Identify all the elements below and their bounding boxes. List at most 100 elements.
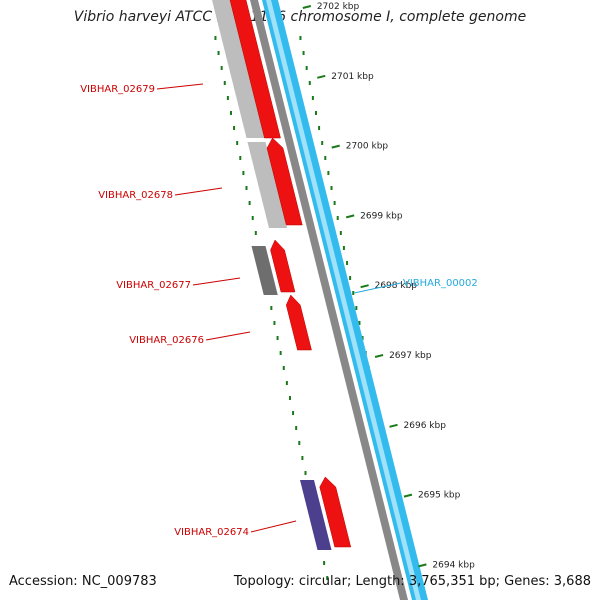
- ring-dot: [327, 171, 330, 175]
- tick-label: 2701 kbp: [331, 72, 374, 82]
- major-tick: [389, 423, 398, 428]
- gene-block-gray: [212, 0, 265, 138]
- label-leader-line: [156, 83, 204, 90]
- tick-label: 2702 kbp: [317, 2, 360, 12]
- major-tick: [418, 563, 427, 568]
- feature-bands: [212, 0, 428, 600]
- ring-dot: [326, 576, 329, 580]
- forward-gene-arrow: [270, 239, 296, 293]
- ring-dot: [279, 351, 282, 355]
- ring-dot: [349, 276, 352, 280]
- ring-dot: [358, 321, 361, 325]
- major-tick: [331, 144, 340, 149]
- ring-dot: [361, 336, 364, 340]
- ring-dot: [308, 81, 311, 85]
- reverse-strand-highlight: [266, 0, 421, 600]
- ring-dot: [217, 51, 220, 55]
- tick-label: 2698 kbp: [375, 281, 418, 291]
- ring-dot: [214, 36, 217, 40]
- ring-dot: [305, 66, 308, 70]
- tick-label: 2695 kbp: [418, 491, 461, 501]
- gene-label[interactable]: VIBHAR_02674: [174, 527, 249, 538]
- ring-dot: [342, 246, 345, 250]
- ring-dot: [285, 381, 288, 385]
- gene-block-darkgray: [251, 246, 278, 295]
- forward-gene-arrow: [319, 476, 352, 548]
- map-title: Vibrio harveyi ATCC BAA-1116 chromosome …: [73, 9, 527, 25]
- ring-dot: [323, 561, 326, 565]
- tick-label: 2694 kbp: [432, 560, 475, 570]
- gene-block-gray: [247, 142, 287, 228]
- ring-dot: [273, 321, 276, 325]
- ring-dot: [339, 231, 342, 235]
- major-tick: [374, 354, 384, 358]
- ring-dot: [233, 126, 236, 130]
- ring-dot: [318, 126, 321, 130]
- gene-label[interactable]: VIBHAR_00002: [403, 278, 478, 289]
- genes-value: 3,688: [553, 574, 591, 589]
- ring-dot: [245, 186, 248, 190]
- genes-label: Genes:: [504, 574, 550, 589]
- ring-dot: [242, 171, 245, 175]
- major-tick: [302, 5, 312, 9]
- gene-labels: VIBHAR_02679 VIBHAR_02678 VIBHAR_02677 VIBH…: [80, 83, 478, 538]
- ring-dot: [346, 261, 349, 265]
- ring-dot: [324, 156, 327, 160]
- ring-dot: [314, 111, 317, 115]
- genome-stats: Topology: circular; Length: 3,765,351 bp…: [233, 574, 591, 589]
- major-tick: [360, 284, 369, 289]
- forward-gene-arrow: [285, 294, 312, 351]
- label-leader-line: [250, 520, 297, 533]
- ring-dot: [299, 36, 302, 40]
- ring-dot: [301, 456, 304, 460]
- ring-dot: [248, 201, 251, 205]
- ring-dot: [220, 66, 223, 70]
- backbone-band: [250, 0, 408, 600]
- accession-info: Accession: NC_009783: [9, 574, 157, 589]
- tick-label: 2700 kbp: [346, 142, 389, 152]
- ring-dot: [333, 201, 336, 205]
- ring-dot: [302, 51, 305, 55]
- ring-dot: [254, 231, 257, 235]
- ring-dot: [355, 306, 358, 310]
- scale-ticks: 2702 kbp 2701 kbp 2700 kbp 2699 kbp 2698 kbp…: [302, 2, 475, 570]
- ring-dot: [321, 141, 324, 145]
- ring-dot: [251, 216, 254, 220]
- ring-dot: [298, 441, 301, 445]
- length-label: Length:: [355, 574, 405, 589]
- label-leader-line: [174, 187, 223, 196]
- length-value: 3,765,351 bp: [408, 574, 496, 589]
- ring-dot: [295, 426, 298, 430]
- gene-label[interactable]: VIBHAR_02678: [98, 190, 173, 201]
- major-tick: [403, 493, 413, 498]
- accession-label: Accession:: [9, 574, 78, 589]
- forward-gene-arrow: [229, 0, 281, 139]
- tick-label: 2696 kbp: [404, 421, 447, 431]
- forward-gene-arrow: [266, 137, 303, 226]
- ring-dot: [276, 336, 279, 340]
- accession-value: NC_009783: [81, 574, 157, 589]
- ring-dot: [229, 111, 232, 115]
- ring-dot: [282, 366, 285, 370]
- gene-block-purple: [300, 480, 332, 550]
- ring-dot: [288, 396, 291, 400]
- ring-dot: [330, 186, 333, 190]
- ring-dot: [270, 306, 273, 310]
- gene-label[interactable]: VIBHAR_02677: [116, 280, 191, 291]
- major-tick: [317, 74, 326, 79]
- label-leader-line: [205, 331, 251, 341]
- ring-dot: [239, 156, 242, 160]
- ring-dot: [226, 96, 229, 100]
- tick-label: 2697 kbp: [389, 351, 432, 361]
- tick-label: 2699 kbp: [360, 211, 403, 221]
- gene-label[interactable]: VIBHAR_02679: [80, 84, 155, 95]
- topology-label: Topology:: [233, 574, 295, 589]
- topology-value: circular: [298, 574, 347, 589]
- ring-dot: [292, 411, 295, 415]
- gene-label[interactable]: VIBHAR_02676: [129, 335, 204, 346]
- label-leader-line: [353, 282, 402, 294]
- ring-dot: [236, 141, 239, 145]
- label-leader-line: [192, 277, 241, 286]
